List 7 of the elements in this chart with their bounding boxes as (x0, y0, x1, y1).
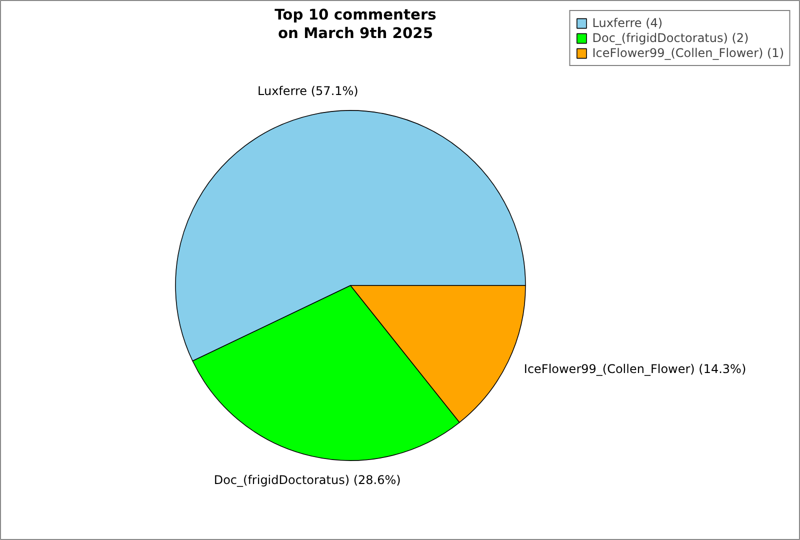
chart-title: Top 10 commenters on March 9th 2025 (274, 6, 437, 42)
data-label: Luxferre (57.1%) (257, 84, 358, 98)
legend-label: Luxferre (4) (592, 16, 663, 30)
legend-label: Doc_(frigidDoctoratus) (2) (592, 31, 749, 45)
legend-label: IceFlower99_(Collen_Flower) (1) (592, 46, 784, 60)
data-label: IceFlower99_(Collen_Flower) (14.3%) (524, 362, 746, 376)
data-label: Doc_(frigidDoctoratus) (28.6%) (214, 473, 401, 488)
